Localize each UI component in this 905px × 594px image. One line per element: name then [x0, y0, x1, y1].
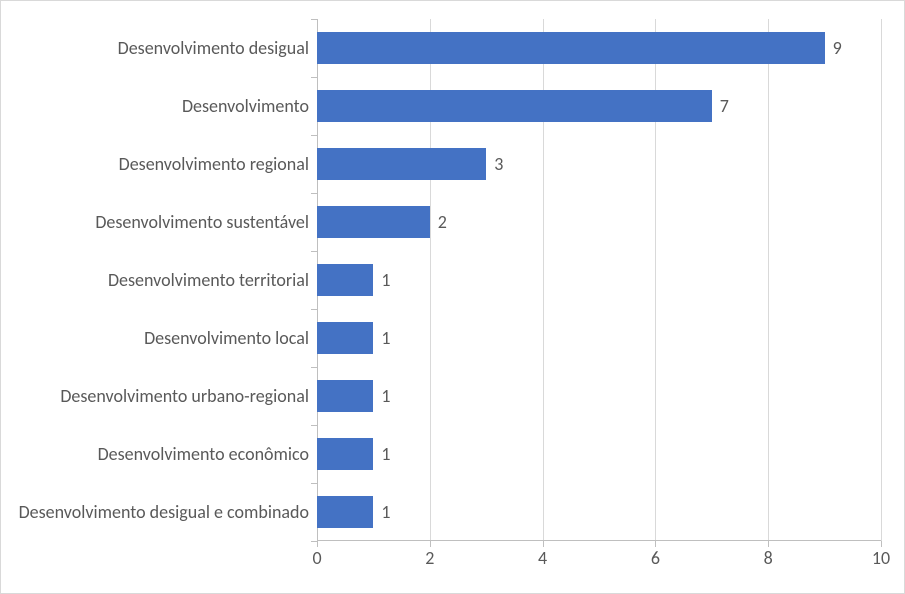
y-tick-mark	[311, 135, 317, 136]
bar-row: Desenvolvimento desigual9	[317, 32, 881, 64]
category-label: Desenvolvimento econômico	[98, 443, 309, 465]
x-tick-label: 10	[872, 547, 890, 569]
bar-value-label: 3	[494, 153, 503, 175]
bar	[317, 148, 486, 180]
bar-value-label: 7	[720, 95, 729, 117]
category-label: Desenvolvimento urbano-regional	[60, 385, 309, 407]
bar-value-label: 1	[381, 327, 390, 349]
x-tick-label: 0	[312, 547, 321, 569]
category-label: Desenvolvimento regional	[119, 153, 309, 175]
bar	[317, 496, 373, 528]
bar	[317, 32, 825, 64]
bar-value-label: 1	[381, 269, 390, 291]
x-tick-label: 8	[764, 547, 773, 569]
bar-row: Desenvolvimento urbano-regional1	[317, 380, 881, 412]
bar	[317, 206, 430, 238]
y-tick-mark	[311, 425, 317, 426]
x-tick-label: 2	[425, 547, 434, 569]
bar-row: Desenvolvimento econômico1	[317, 438, 881, 470]
category-label: Desenvolvimento desigual e combinado	[19, 501, 309, 523]
bar-value-label: 2	[438, 211, 447, 233]
chart-container: 0246810Desenvolvimento desigual9Desenvol…	[0, 0, 905, 594]
x-tick-label: 4	[538, 547, 547, 569]
y-tick-mark	[311, 19, 317, 20]
bar	[317, 380, 373, 412]
bar-value-label: 9	[833, 37, 842, 59]
bar-value-label: 1	[381, 385, 390, 407]
y-tick-mark	[311, 541, 317, 542]
bar-row: Desenvolvimento desigual e combinado1	[317, 496, 881, 528]
x-axis-line	[317, 540, 881, 541]
x-tick-label: 6	[651, 547, 660, 569]
bar-row: Desenvolvimento7	[317, 90, 881, 122]
bar-row: Desenvolvimento territorial1	[317, 264, 881, 296]
category-label: Desenvolvimento local	[144, 327, 309, 349]
bar-row: Desenvolvimento local1	[317, 322, 881, 354]
category-label: Desenvolvimento	[182, 95, 309, 117]
category-label: Desenvolvimento desigual	[118, 37, 309, 59]
y-tick-mark	[311, 77, 317, 78]
bar	[317, 264, 373, 296]
bar-row: Desenvolvimento regional3	[317, 148, 881, 180]
y-tick-mark	[311, 193, 317, 194]
category-label: Desenvolvimento sustentável	[95, 211, 309, 233]
y-tick-mark	[311, 367, 317, 368]
y-tick-mark	[311, 251, 317, 252]
y-tick-mark	[311, 309, 317, 310]
bar-value-label: 1	[381, 501, 390, 523]
category-label: Desenvolvimento territorial	[108, 269, 309, 291]
bar	[317, 90, 712, 122]
bar-row: Desenvolvimento sustentável2	[317, 206, 881, 238]
grid-line	[881, 19, 882, 541]
bar	[317, 438, 373, 470]
plot-area: 0246810Desenvolvimento desigual9Desenvol…	[317, 19, 881, 541]
bar-value-label: 1	[381, 443, 390, 465]
y-tick-mark	[311, 483, 317, 484]
bar	[317, 322, 373, 354]
